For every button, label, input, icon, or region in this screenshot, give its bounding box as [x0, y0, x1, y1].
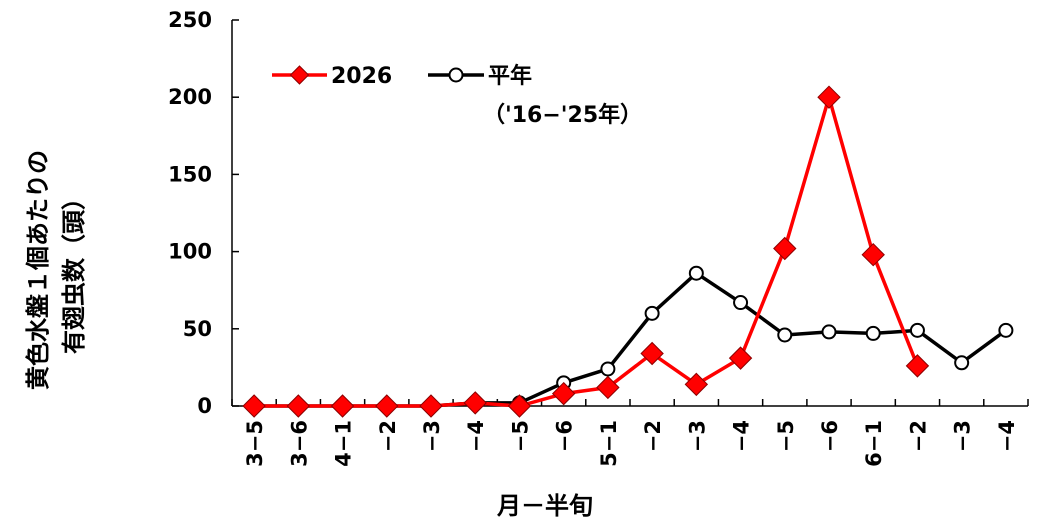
data-point-diamond — [773, 236, 797, 261]
data-point-circle — [733, 295, 749, 311]
data-point-diamond — [286, 394, 311, 418]
x-tick-label: −3 — [951, 420, 975, 452]
y-axis-title-line-2: 有翅虫数（頭） — [60, 186, 88, 354]
legend-marker-circle — [448, 67, 464, 83]
x-tick-label: 6−1 — [862, 420, 886, 467]
data-point-diamond — [330, 394, 355, 418]
data-point-diamond — [596, 375, 620, 400]
series-layer — [242, 85, 1014, 418]
data-point-circle — [865, 325, 881, 341]
x-tick-label: −6 — [818, 420, 842, 452]
legend-label-2026: 2026 — [331, 64, 392, 89]
y-axis-title-line-1: 黄色水盤１個あたりの — [24, 150, 52, 390]
y-tick-label: 250 — [168, 8, 212, 32]
data-point-diamond — [817, 85, 841, 109]
legend: 2026 平年 （'16−'25年） — [272, 63, 642, 128]
x-tick-label: −3 — [420, 420, 444, 452]
x-ticks: 3−5 3−6 4−1 −2 −3 −4 −5 −6 5−1 −2 −3 −4 −5 −6 6−1 −2 −3−… — [231, 399, 1029, 467]
data-point-diamond — [375, 394, 399, 418]
x-tick-label: 4−1 — [332, 420, 356, 467]
data-point-diamond — [640, 341, 664, 366]
x-tick-label: −4 — [995, 420, 1019, 452]
x-tick-label: −2 — [906, 420, 930, 452]
y-ticks: 0 50 100 150 200 250 — [168, 8, 239, 418]
y-tick-label: 200 — [168, 85, 212, 109]
x-tick-label: −5 — [774, 420, 798, 452]
legend-label-average: 平年 — [488, 63, 532, 89]
series-line — [254, 271, 1007, 408]
series-average — [246, 265, 1014, 414]
data-point-diamond — [905, 354, 930, 378]
data-point-circle — [600, 361, 616, 377]
data-point-diamond — [728, 346, 753, 370]
x-tick-label: 3−6 — [287, 420, 311, 467]
data-point-circle — [909, 322, 925, 338]
data-point-diamond — [463, 391, 487, 415]
data-point-diamond — [861, 242, 885, 267]
x-tick-label: −4 — [464, 420, 488, 452]
x-tick-label: 3−5 — [243, 420, 267, 467]
y-tick-label: 150 — [168, 162, 212, 186]
data-point-circle — [821, 324, 837, 340]
data-point-circle — [644, 305, 660, 321]
data-point-diamond — [242, 394, 266, 418]
y-tick-label: 50 — [183, 317, 212, 341]
data-point-circle — [688, 265, 704, 281]
x-tick-label: −5 — [508, 420, 532, 452]
series-line — [254, 95, 920, 408]
data-point-circle — [777, 327, 793, 343]
x-tick-label: −2 — [376, 420, 400, 452]
x-axis-title: 月－半旬 — [496, 492, 593, 520]
x-tick-label: −4 — [730, 420, 754, 452]
y-tick-label: 0 — [197, 394, 212, 418]
legend-note-average: （'16−'25年） — [483, 102, 642, 128]
legend-marker-diamond — [289, 65, 310, 85]
data-point-diamond — [507, 394, 532, 418]
data-point-diamond — [419, 394, 443, 418]
data-point-diamond — [551, 381, 576, 406]
series-current-year — [242, 85, 930, 418]
x-tick-label: 5−1 — [597, 420, 621, 467]
x-tick-label: −3 — [685, 420, 709, 452]
x-tick-label: −6 — [553, 420, 577, 452]
y-tick-label: 100 — [168, 240, 212, 264]
data-point-circle — [998, 322, 1014, 338]
data-point-circle — [954, 355, 970, 371]
data-point-diamond — [684, 372, 709, 397]
x-tick-label: −2 — [641, 420, 665, 452]
